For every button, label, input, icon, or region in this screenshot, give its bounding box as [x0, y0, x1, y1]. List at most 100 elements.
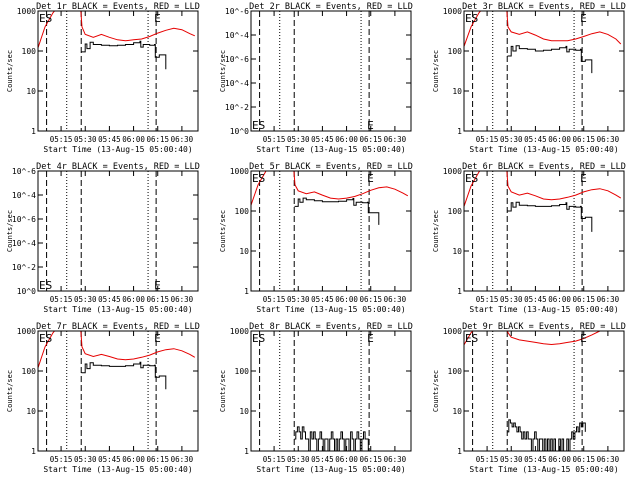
y-axis-label: Counts/sec — [432, 210, 440, 252]
y-axis-label: Counts/sec — [432, 370, 440, 412]
x-tick-label: 05:15 — [50, 455, 73, 464]
x-tick-label: 05:30 — [500, 455, 523, 464]
y-tick-label: 10^-2 — [225, 103, 249, 112]
y-tick-label: 10^-6 — [225, 55, 249, 64]
x-tick-label: 05:15 — [476, 455, 499, 464]
x-tick-label: 06:00 — [548, 295, 571, 304]
panel-title: Det 7r BLACK = Events, RED = LLD — [36, 322, 200, 332]
y-tick-label: 10^0 — [230, 127, 249, 136]
marker-label: ES — [252, 172, 265, 185]
x-tick-label: 06:00 — [335, 135, 358, 144]
x-tick-label: 05:45 — [311, 295, 334, 304]
y-tick-label: 10^-4 — [12, 191, 36, 200]
series-line-lld — [464, 171, 622, 207]
series-line-events — [507, 201, 593, 232]
x-tick-label: 06:00 — [548, 135, 571, 144]
series-line-lld — [38, 11, 195, 48]
marker-label: E — [154, 12, 161, 25]
y-tick-label: 100 — [235, 367, 250, 376]
y-tick-label: 10 — [26, 87, 36, 96]
y-tick-label: 1000 — [230, 327, 249, 336]
x-tick-label: 05:30 — [287, 455, 310, 464]
x-axis-label: Start Time (13-Aug-15 05:00:40) — [256, 145, 405, 154]
y-tick-label: 10 — [239, 247, 249, 256]
y-tick-label: 10^-6 — [225, 7, 249, 16]
y-tick-label: 10^-4 — [12, 239, 36, 248]
series-line-lld — [464, 331, 601, 346]
x-axis-label: Start Time (13-Aug-15 05:00:40) — [256, 465, 405, 474]
x-tick-label: 05:45 — [311, 135, 334, 144]
panel-title: Det 4r BLACK = Events, RED = LLD — [36, 162, 200, 172]
marker-label: E — [367, 119, 374, 132]
y-tick-label: 1 — [31, 447, 36, 456]
marker-label: E — [580, 172, 587, 185]
x-tick-label: 05:15 — [476, 295, 499, 304]
x-tick-label: 05:45 — [98, 295, 121, 304]
x-axis-label: Start Time (13-Aug-15 05:00:40) — [43, 305, 192, 314]
y-axis-label: Counts/sec — [6, 370, 14, 412]
y-tick-label: 100 — [235, 207, 250, 216]
x-tick-label: 05:30 — [500, 135, 523, 144]
x-tick-label: 05:15 — [263, 295, 286, 304]
y-tick-label: 1 — [457, 447, 462, 456]
y-tick-label: 1000 — [443, 327, 462, 336]
x-tick-label: 05:30 — [500, 295, 523, 304]
x-tick-label: 06:30 — [597, 455, 620, 464]
y-tick-label: 10 — [452, 407, 462, 416]
panel-title: Det 6r BLACK = Events, RED = LLD — [462, 162, 626, 172]
y-tick-label: 10^-4 — [225, 31, 249, 40]
x-tick-label: 05:45 — [311, 455, 334, 464]
y-tick-label: 1 — [457, 287, 462, 296]
x-tick-label: 05:15 — [263, 135, 286, 144]
marker-label: E — [580, 332, 587, 345]
plot-frame — [37, 330, 199, 452]
marker-label: ES — [252, 119, 265, 132]
series-line-lld — [464, 11, 622, 47]
panel-title: Det 2r BLACK = Events, RED = LLD — [249, 2, 413, 12]
y-axis-label: Counts/sec — [432, 50, 440, 92]
x-tick-label: 05:45 — [98, 135, 121, 144]
x-tick-label: 05:15 — [263, 455, 286, 464]
x-tick-label: 06:30 — [384, 455, 407, 464]
panel-title: Det 3r BLACK = Events, RED = LLD — [462, 2, 626, 12]
plot-frame — [463, 170, 625, 292]
y-tick-label: 1 — [457, 127, 462, 136]
x-tick-label: 05:45 — [524, 295, 547, 304]
panel-1: Det 1r BLACK = Events, RED = LLD 1 10 100 10… — [6, 2, 200, 154]
marker-label: E — [367, 332, 374, 345]
series-line-events — [81, 40, 167, 70]
y-tick-label: 100 — [22, 47, 37, 56]
x-tick-label: 05:15 — [476, 135, 499, 144]
y-tick-label: 1 — [244, 447, 249, 456]
y-tick-label: 100 — [448, 367, 463, 376]
y-tick-label: 1 — [31, 127, 36, 136]
plot-frame — [463, 330, 625, 452]
marker-label: ES — [252, 332, 265, 345]
marker-label: ES — [39, 279, 52, 292]
plot-frame — [250, 170, 412, 292]
y-tick-label: 1 — [244, 287, 249, 296]
plot-frame — [463, 10, 625, 132]
y-tick-label: 100 — [448, 207, 463, 216]
y-tick-label: 10 — [239, 407, 249, 416]
panel-2: Det 2r BLACK = Events, RED = LLD 10^0 10^-… — [219, 2, 413, 154]
y-tick-label: 10^-2 — [12, 263, 36, 272]
x-tick-label: 06:30 — [171, 455, 194, 464]
x-tick-label: 06:00 — [335, 295, 358, 304]
x-tick-label: 06:00 — [122, 455, 145, 464]
series-line-events — [294, 197, 380, 225]
plot-frame — [37, 10, 199, 132]
x-tick-label: 06:30 — [384, 135, 407, 144]
x-tick-label: 06:15 — [146, 455, 169, 464]
x-axis-label: Start Time (13-Aug-15 05:00:40) — [469, 305, 618, 314]
x-tick-label: 05:45 — [524, 455, 547, 464]
series-line-events — [294, 426, 369, 451]
x-tick-label: 05:15 — [50, 295, 73, 304]
panel-title: Det 9r BLACK = Events, RED = LLD — [462, 322, 626, 332]
marker-label: ES — [465, 332, 478, 345]
y-tick-label: 10^-6 — [12, 215, 36, 224]
x-tick-label: 05:45 — [524, 135, 547, 144]
x-tick-label: 06:15 — [572, 135, 595, 144]
marker-label: E — [154, 279, 161, 292]
